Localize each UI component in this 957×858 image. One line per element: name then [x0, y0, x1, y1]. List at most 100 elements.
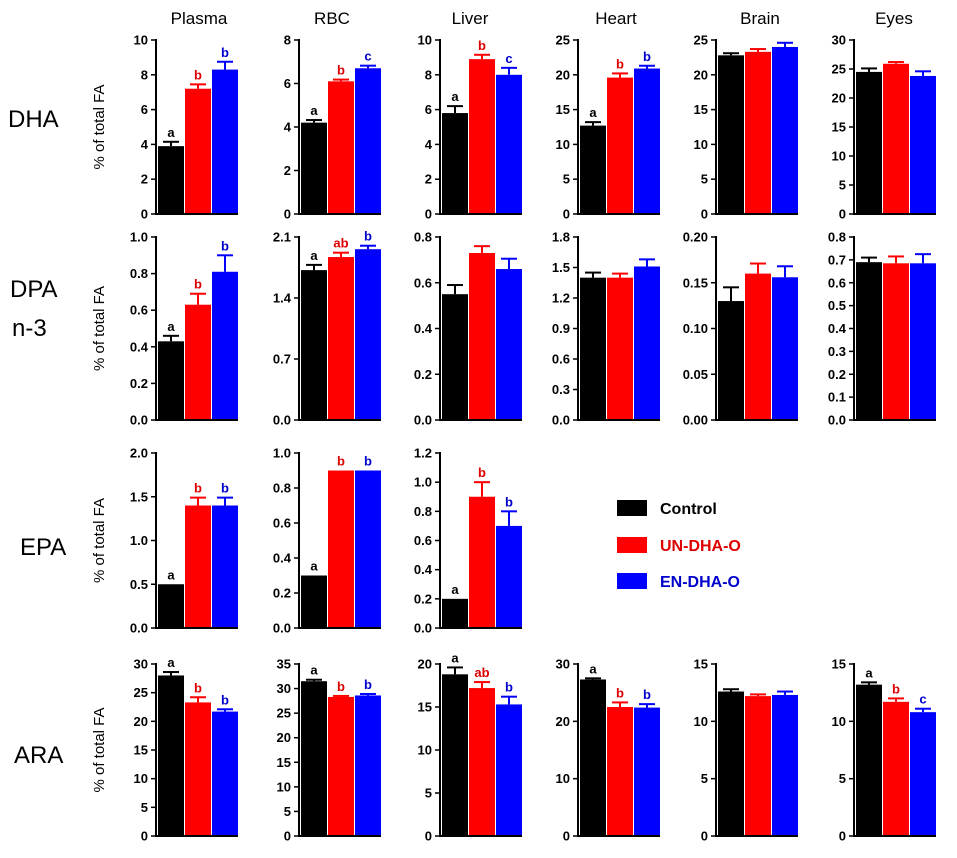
panel-3-5-sig-label-control: a	[865, 665, 873, 680]
panel-3-5-ytick-label: 5	[839, 771, 846, 786]
panel-2-2-sig-label-en: b	[505, 494, 513, 509]
panel-1-1-sig-label-un: ab	[333, 236, 348, 251]
panel-1-1-bar-un	[328, 257, 354, 420]
panel-3-3-sig-label-control: a	[589, 661, 597, 676]
panel-1-5-ytick-label: 0.0	[828, 413, 846, 428]
panel-0-1-ytick-label: 2	[284, 163, 291, 178]
panel-1-0-ytick-label: 0.0	[130, 413, 148, 428]
panel-1-3-ytick-label: 1.5	[552, 260, 570, 275]
legend-swatch-en-dha-o	[617, 573, 647, 589]
row-title-ara: ARA	[14, 742, 63, 769]
panel-1-5-bar-un	[883, 263, 909, 420]
panel-0-0-ytick-label: 8	[141, 67, 148, 82]
panel-0-0-ytick-label: 6	[141, 102, 148, 117]
panel-0-1: a b c 0 2 4 6 8	[284, 33, 381, 222]
panel-1-1-ytick-label: 1.4	[273, 291, 292, 306]
panel-0-2-sig-label-control: a	[451, 89, 459, 104]
panel-0-2-sig-label-en: c	[505, 51, 512, 66]
panel-0-3-bar-un	[607, 77, 633, 214]
panel-3-2-bar-un	[469, 688, 495, 836]
panel-0-0-bar-control	[158, 146, 184, 214]
panel-1-0: a b b 0.0 0.2 0.4 0.6 0.8 1.0 % of total FA	[91, 230, 238, 428]
panel-2-0-y-axis-title: % of total FA	[91, 498, 108, 583]
panel-3-3-ytick-label: 10	[556, 771, 570, 786]
panel-2-0-bar-control	[158, 584, 184, 628]
panel-0-3-sig-label-en: b	[643, 49, 651, 64]
panel-3-5-bar-control	[856, 684, 882, 836]
panel-0-5-ytick-label: 10	[832, 149, 846, 164]
panel-2-0-ytick-label: 0.5	[130, 577, 148, 592]
panel-0-1-ytick-label: 8	[284, 33, 291, 48]
panel-1-3-ytick-label: 0.3	[552, 382, 570, 397]
panel-0-4-ytick-label: 15	[694, 102, 708, 117]
panel-1-0-sig-label-en: b	[221, 238, 229, 253]
panel-0-3-bar-control	[580, 125, 606, 214]
panel-0-3-ytick-label: 25	[556, 33, 570, 48]
panel-1-2-ytick-label: 0.0	[414, 413, 432, 428]
panel-3-4-bar-control	[718, 691, 744, 836]
panel-1-0-bar-en	[212, 271, 238, 420]
panel-0-4-ytick-label: 25	[694, 33, 708, 48]
panel-0-0-ytick-label: 0	[141, 207, 148, 222]
panel-1-3: 0.0 0.3 0.6 0.9 1.2 1.5 1.8	[552, 230, 660, 428]
panel-1-2: 0.0 0.2 0.4 0.6 0.8	[414, 230, 522, 428]
panel-3-3-bar-en	[634, 707, 660, 836]
panel-0-5-ytick-label: 15	[832, 120, 846, 135]
panel-0-2-ytick-label: 6	[425, 102, 432, 117]
panel-1-2-ytick-label: 0.6	[414, 275, 432, 290]
panel-2-1-sig-label-control: a	[310, 559, 318, 574]
panel-2-2-ytick-label: 0.8	[414, 504, 432, 519]
panel-0-3-ytick-label: 20	[556, 67, 570, 82]
panel-2-1-ytick-label: 0.6	[273, 516, 291, 531]
panel-3-2-ytick-label: 5	[425, 786, 432, 801]
panel-1-0-ytick-label: 0.4	[130, 339, 149, 354]
panel-0-5-bar-control	[856, 71, 882, 215]
panel-2-2-bar-control	[442, 598, 468, 628]
panel-1-0-bar-control	[158, 341, 184, 420]
row-title-dpa-line1: DPA	[10, 276, 58, 303]
panel-3-1-sig-label-control: a	[310, 663, 318, 678]
panel-3-3-bar-un	[607, 707, 633, 836]
panel-3-1-ytick-label: 0	[284, 829, 291, 844]
panel-1-4-ytick-label: 0.05	[683, 367, 708, 382]
panel-0-0-sig-label-en: b	[221, 45, 229, 60]
panel-1-1-bar-en	[355, 249, 381, 420]
panel-3-5-ytick-label: 10	[832, 714, 846, 729]
panel-0-2-ytick-label: 0	[425, 207, 432, 222]
panel-0-4: 0 5 10 15 20 25	[694, 33, 798, 222]
panel-3-1-sig-label-en: b	[364, 677, 372, 692]
panel-1-4-ytick-label: 0.00	[683, 413, 708, 428]
column-title-plasma: Plasma	[171, 9, 228, 28]
panel-1-2-bar-en	[496, 269, 522, 420]
row-title-dpa-line2: n-3	[12, 315, 47, 342]
panel-2-1: a b b 0.0 0.2 0.4 0.6 0.8 1.0	[273, 446, 381, 636]
panel-3-1: a b b 0 5 10 15 20 25 30 35	[277, 657, 381, 844]
panel-1-4-ytick-label: 0.20	[683, 230, 708, 245]
panel-2-2-ytick-label: 0.0	[414, 621, 432, 636]
panel-2-0: a b b 0.0 0.5 1.0 1.5 2.0 % of total FA	[91, 446, 238, 636]
panel-3-0-sig-label-un: b	[194, 680, 202, 695]
panel-3-1-ytick-label: 25	[277, 706, 291, 721]
panel-0-0-bar-un	[185, 88, 211, 214]
panel-3-4-ytick-label: 15	[694, 657, 708, 672]
panel-0-4-bar-en	[772, 46, 798, 215]
column-titles: Plasma RBC Liver Heart Brain Eyes	[171, 9, 913, 28]
panel-3-1-sig-label-un: b	[337, 679, 345, 694]
panel-2-2-ytick-label: 1.2	[414, 446, 432, 461]
panel-1-0-y-axis-title: % of total FA	[91, 286, 108, 371]
panel-3-4-bar-un	[745, 696, 771, 836]
panel-0-4-ytick-label: 0	[701, 207, 708, 222]
panel-3-3-bar-control	[580, 679, 606, 836]
panel-0-3-ytick-label: 5	[563, 172, 570, 187]
panel-1-5-bar-en	[910, 263, 936, 420]
panel-1-3-ytick-label: 0.9	[552, 321, 570, 336]
panel-1-1-ytick-label: 0.0	[273, 413, 291, 428]
panel-3-0-bar-control	[158, 675, 184, 836]
panel-0-3-sig-label-control: a	[589, 105, 597, 120]
panel-3-0-ytick-label: 0	[141, 829, 148, 844]
panel-1-1-sig-label-control: a	[310, 248, 318, 263]
panel-3-3-sig-label-en: b	[643, 687, 651, 702]
panel-1-5-ytick-label: 0.1	[828, 390, 846, 405]
panel-1-5-bar-control	[856, 262, 882, 420]
panel-0-2-bar-control	[442, 113, 468, 214]
